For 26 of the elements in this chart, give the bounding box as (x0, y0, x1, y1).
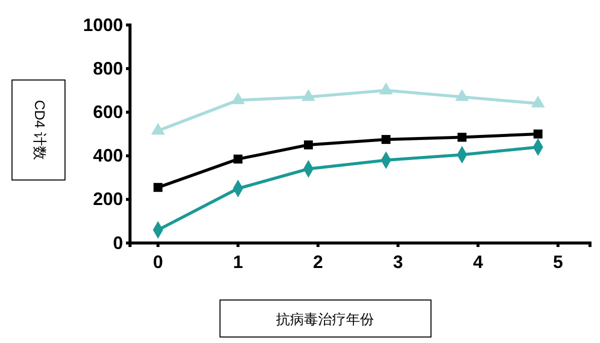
point (382, 134, 390, 144)
x-tick-label: 3 (392, 252, 404, 272)
point (458, 132, 466, 142)
y-tick-label: 600 (92, 102, 123, 122)
y-tick-label: 0 (112, 232, 123, 253)
point (531, 96, 545, 108)
x-tick-label: 5 (552, 252, 564, 272)
x-tick-label: 1 (232, 252, 244, 272)
point (302, 89, 316, 101)
y-tick-label: 800 (92, 58, 123, 78)
point (534, 130, 542, 138)
point (379, 82, 393, 94)
point (304, 140, 313, 150)
y-tick-label: 200 (92, 189, 123, 210)
x-axis-title: 抗病毒治疗年份 (276, 311, 374, 327)
point (154, 182, 162, 192)
point (231, 92, 245, 104)
x-tick-label: 2 (312, 252, 324, 272)
y-tick-label: 400 (92, 146, 123, 166)
x-tick-label: 4 (472, 252, 484, 272)
point (455, 89, 469, 101)
point (151, 122, 165, 135)
x-tick-label: 0 (152, 252, 164, 272)
y-tick-label: 1000 (82, 14, 123, 35)
y-axis-title: CD4 计数 (32, 100, 48, 160)
point (234, 154, 242, 164)
